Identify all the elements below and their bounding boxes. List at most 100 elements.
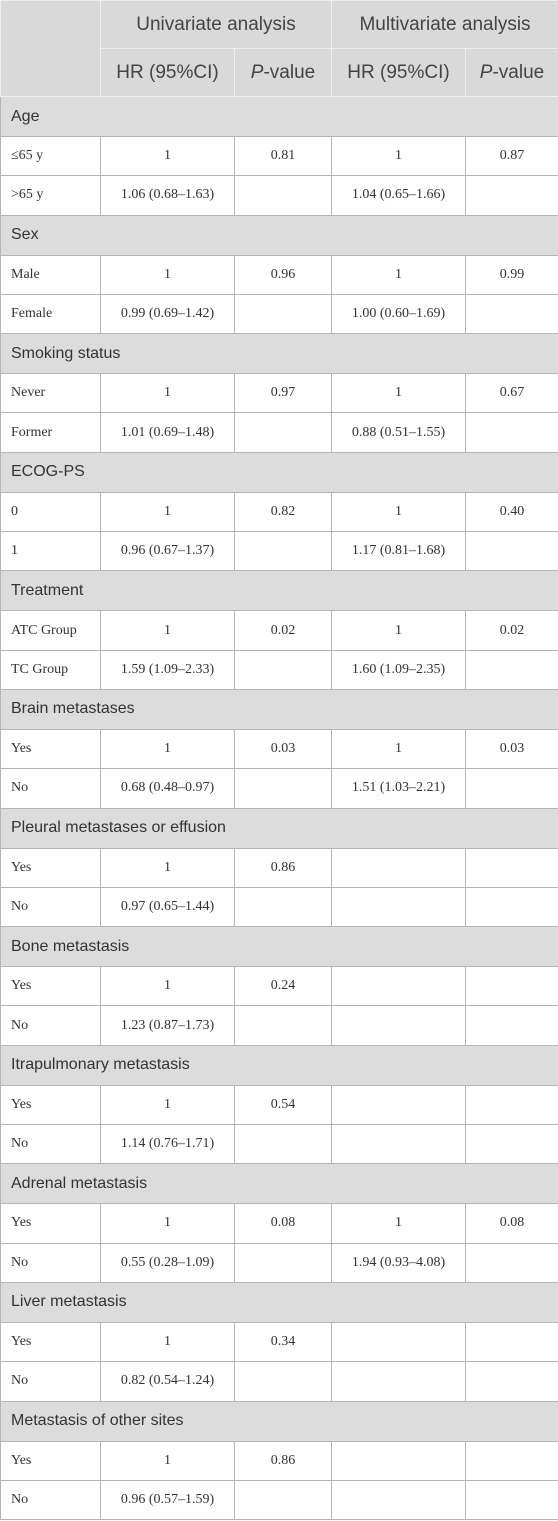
section-row: ECOG-PS	[0, 451, 558, 493]
row-label: Never	[0, 373, 101, 414]
section-label: Liver metastasis	[0, 1281, 558, 1323]
data-row: No 1.23 (0.87–1.73)	[0, 1005, 558, 1046]
data-row: No 0.97 (0.65–1.44)	[0, 886, 558, 928]
empty-cell	[234, 293, 332, 335]
section-row: Adrenal metastasis	[0, 1163, 558, 1205]
value-cell: 0.08	[464, 1203, 558, 1244]
empty-cell	[331, 1440, 466, 1481]
value-cell: 0.86	[234, 847, 332, 888]
data-row: Yes 1 0.86	[0, 847, 558, 888]
section-label: Sex	[0, 214, 558, 256]
row-label: No	[0, 768, 101, 809]
value-cell: 0.96 (0.57–1.59)	[100, 1479, 235, 1521]
value-cell: 1.04 (0.65–1.66)	[331, 175, 466, 216]
value-cell: 1	[100, 373, 235, 414]
value-cell: 1	[100, 491, 235, 533]
value-cell: 0.87	[464, 135, 558, 177]
empty-cell	[234, 531, 332, 572]
empty-cell	[464, 1440, 558, 1481]
value-cell: 1.23 (0.87–1.73)	[100, 1005, 235, 1046]
section-label: Brain metastases	[0, 688, 558, 730]
column-header: HR (95%CI)	[100, 48, 235, 97]
section-row: Smoking status	[0, 333, 558, 375]
value-cell: 1.00 (0.60–1.69)	[331, 293, 466, 335]
value-cell: 1	[100, 1321, 235, 1363]
data-row: No 0.55 (0.28–1.09) 1.94 (0.93–4.08)	[0, 1242, 558, 1283]
value-cell: 1	[100, 610, 235, 651]
section-label: Itrapulmonary metastasis	[0, 1044, 558, 1086]
value-cell: 1.01 (0.69–1.48)	[100, 412, 235, 453]
section-row: Pleural metastases or effusion	[0, 807, 558, 849]
data-row: Yes 1 0.08 1 0.08	[0, 1203, 558, 1244]
value-cell: 0.97	[234, 373, 332, 414]
section-row: Liver metastasis	[0, 1281, 558, 1323]
empty-cell	[331, 1005, 466, 1046]
value-cell: 1	[100, 1084, 235, 1126]
empty-cell	[234, 1361, 332, 1402]
section-label: Adrenal metastasis	[0, 1163, 558, 1205]
row-label: Yes	[0, 1440, 101, 1481]
section-label: Treatment	[0, 570, 558, 612]
section-label: Bone metastasis	[0, 926, 558, 968]
empty-cell	[234, 1479, 332, 1521]
data-row: Yes 1 0.86	[0, 1440, 558, 1481]
value-cell: 1.06 (0.68–1.63)	[100, 175, 235, 216]
group-header: Univariate analysis	[100, 0, 332, 49]
section-label: Metastasis of other sites	[0, 1400, 558, 1442]
empty-cell	[464, 1361, 558, 1402]
value-cell: 0.96	[234, 254, 332, 295]
empty-cell	[234, 175, 332, 216]
column-header: P-value	[234, 48, 332, 97]
section-row: Treatment	[0, 570, 558, 612]
value-cell: 0.40	[464, 491, 558, 533]
empty-cell	[464, 531, 558, 572]
value-cell: 1.14 (0.76–1.71)	[100, 1124, 235, 1165]
value-cell: 1	[100, 847, 235, 888]
empty-cell	[464, 175, 558, 216]
empty-cell	[234, 1124, 332, 1165]
empty-cell	[464, 649, 558, 690]
empty-cell	[464, 1124, 558, 1165]
empty-cell	[464, 1005, 558, 1046]
row-label: ≤65 y	[0, 135, 101, 177]
value-cell: 1	[331, 373, 466, 414]
value-cell: 0.99 (0.69–1.42)	[100, 293, 235, 335]
value-cell: 0.82	[234, 491, 332, 533]
data-row: No 0.82 (0.54–1.24)	[0, 1361, 558, 1402]
section-label: Pleural metastases or effusion	[0, 807, 558, 849]
value-cell: 0.82 (0.54–1.24)	[100, 1361, 235, 1402]
group-header: Multivariate analysis	[330, 0, 558, 49]
value-cell: 1.94 (0.93–4.08)	[331, 1242, 466, 1283]
empty-cell	[331, 1084, 466, 1126]
empty-cell	[331, 847, 466, 888]
value-cell: 0.24	[234, 966, 332, 1007]
value-cell: 0.02	[234, 610, 332, 651]
data-row: 1 0.96 (0.67–1.37) 1.17 (0.81–1.68)	[0, 531, 558, 572]
value-cell: 0.81	[234, 135, 332, 177]
row-label: Former	[0, 412, 101, 453]
row-label: Female	[0, 293, 101, 335]
value-cell: 0.96 (0.67–1.37)	[100, 531, 235, 572]
header-row: HR (95%CI) P-value HR (95%CI) P-value	[1, 48, 558, 97]
row-label: Yes	[0, 1084, 101, 1126]
column-header: P-value	[464, 48, 558, 97]
header-row: Univariate analysis Multivariate analysis	[0, 0, 558, 97]
section-label: Age	[0, 96, 558, 137]
empty-cell	[331, 966, 466, 1007]
row-label: No	[0, 1124, 101, 1165]
value-cell: 0.88 (0.51–1.55)	[331, 412, 466, 453]
data-row: Yes 1 0.03 1 0.03	[0, 728, 558, 770]
section-row: Metastasis of other sites	[0, 1400, 558, 1442]
empty-cell	[234, 649, 332, 690]
value-cell: 1	[100, 728, 235, 770]
column-header-text: -value	[492, 61, 545, 83]
data-row: TC Group 1.59 (1.09–2.33) 1.60 (1.09–2.35)	[0, 649, 558, 690]
empty-cell	[464, 1084, 558, 1126]
value-cell: 0.97 (0.65–1.44)	[100, 886, 235, 928]
value-cell: 1	[331, 135, 466, 177]
value-cell: 1	[100, 135, 235, 177]
section-row: Brain metastases	[0, 688, 558, 730]
value-cell: 1	[331, 610, 466, 651]
value-cell: 1	[331, 254, 466, 295]
data-row: 0 1 0.82 1 0.40	[0, 491, 558, 533]
